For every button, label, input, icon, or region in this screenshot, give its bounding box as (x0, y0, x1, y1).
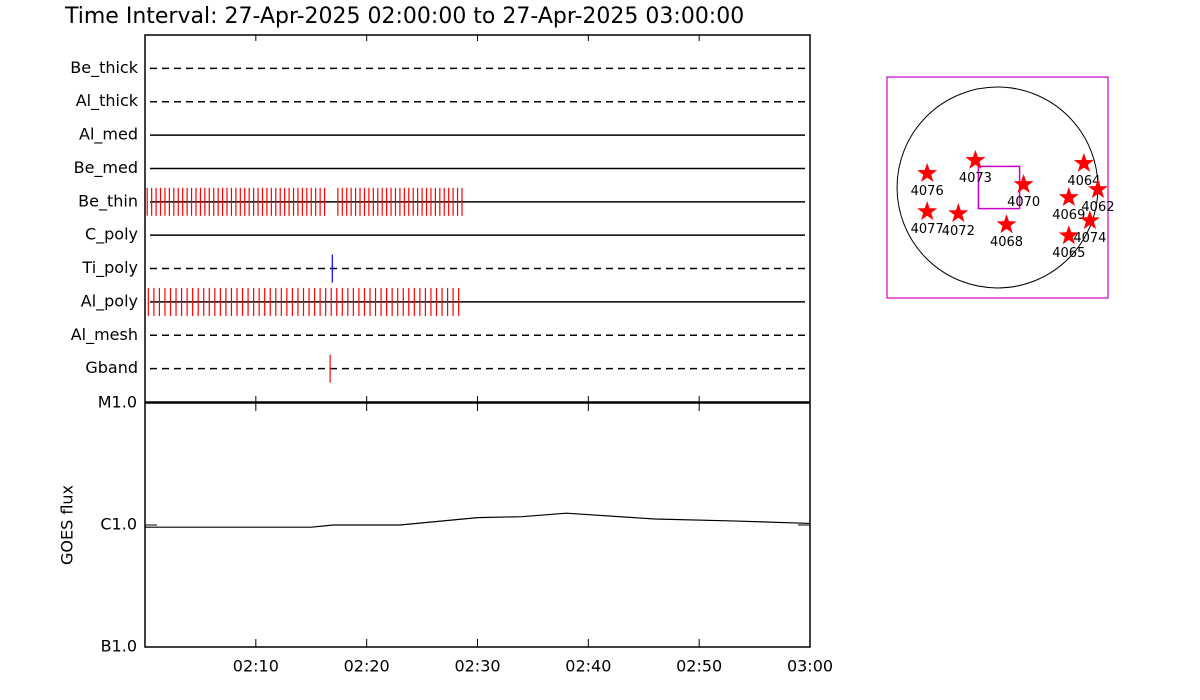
filter-label: Al_med (79, 125, 138, 145)
region-marker (1088, 179, 1108, 198)
region-marker (1013, 174, 1034, 193)
region-label: 4065 (1052, 246, 1085, 261)
filter-label: Be_thick (70, 58, 138, 78)
filter-label: Gband (85, 358, 138, 377)
y-tick-label: C1.0 (100, 515, 137, 534)
region-label: 4077 (911, 222, 944, 237)
filter-label: Ti_poly (81, 258, 138, 278)
filter-label: Al_mesh (71, 325, 138, 345)
region-marker (965, 149, 986, 169)
y-axis-label: GOES flux (58, 485, 77, 565)
region-marker (996, 214, 1017, 234)
region-marker (948, 203, 969, 223)
filter-label: Be_thin (78, 191, 138, 211)
region-label: 4068 (990, 235, 1023, 250)
region-label: 4064 (1067, 174, 1100, 189)
region-label: 4072 (942, 224, 975, 239)
region-label: 4062 (1081, 200, 1114, 215)
chart-title: Time Interval: 27-Apr-2025 02:00:00 to 2… (64, 4, 744, 29)
region-label: 4069 (1052, 208, 1085, 223)
region-label: 4073 (959, 171, 992, 186)
x-tick-label: 03:00 (787, 657, 833, 676)
goes-line (145, 512, 811, 528)
x-tick-label: 02:10 (233, 657, 279, 676)
x-tick-label: 02:30 (454, 657, 500, 676)
map-box (886, 76, 1109, 299)
filter-label: Al_poly (81, 291, 138, 311)
y-tick-label: M1.0 (98, 393, 137, 412)
region-marker (1058, 187, 1079, 206)
region-label: 4070 (1007, 195, 1040, 210)
x-tick-label: 02:50 (676, 657, 722, 676)
region-marker (917, 162, 938, 182)
filter-label: C_poly (85, 225, 138, 245)
x-tick-label: 02:20 (344, 657, 390, 676)
region-marker (1058, 225, 1079, 245)
x-tick-label: 02:40 (565, 657, 611, 676)
y-tick-label: B1.0 (101, 637, 137, 656)
region-label: 4076 (911, 184, 944, 199)
region-marker (917, 201, 938, 221)
region-marker (1073, 152, 1094, 172)
filter-label: Al_thick (76, 91, 139, 111)
filter-label: Be_med (74, 158, 138, 178)
region-label: 4074 (1073, 231, 1106, 246)
region-marker (1079, 210, 1100, 230)
